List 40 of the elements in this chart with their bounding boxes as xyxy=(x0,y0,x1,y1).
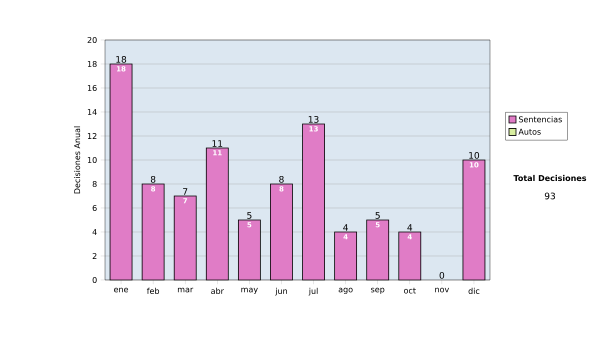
y-tick-label: 8 xyxy=(92,180,97,188)
total-label: 4 xyxy=(343,224,348,231)
x-tick-label: may xyxy=(241,288,258,294)
total-label: 0 xyxy=(440,272,444,279)
total-label: 5 xyxy=(247,212,252,219)
y-tick-label: 18 xyxy=(88,60,97,68)
y-tick-label: 4 xyxy=(92,229,97,235)
y-tick-label: 10 xyxy=(88,156,97,164)
y-tick-label: 14 xyxy=(88,109,97,115)
y-tick-label: 20 xyxy=(88,36,97,44)
text: 93 xyxy=(544,192,555,200)
total-label: 4 xyxy=(407,224,412,231)
x-tick-label: dic xyxy=(468,288,480,294)
legend-label: Autos xyxy=(518,128,541,135)
y-tick-label: 16 xyxy=(88,84,97,92)
y-axis-title: Decisiones Anual xyxy=(74,126,80,194)
x-tick-label: oct xyxy=(404,288,416,294)
y-tick-label: 0 xyxy=(92,276,97,284)
total-label: 13 xyxy=(308,116,319,123)
y-tick-label: 6 xyxy=(92,204,97,212)
total-label: 10 xyxy=(469,152,480,159)
x-tick-label: mar xyxy=(178,288,194,292)
x-tick-label: sep xyxy=(371,288,384,294)
total-label: 7 xyxy=(183,188,188,195)
y-tick-label: 12 xyxy=(88,133,96,139)
x-tick-label: jul xyxy=(308,288,318,296)
total-label: 5 xyxy=(376,212,380,219)
total-label: 18 xyxy=(116,56,126,63)
x-tick-label: feb xyxy=(146,288,160,294)
x-tick-label: nov xyxy=(435,288,449,292)
x-tick-label: ene xyxy=(114,288,128,292)
x-tick-label: abr xyxy=(211,288,224,294)
total-label: 8 xyxy=(279,176,284,183)
y-tick-label: 2 xyxy=(92,253,96,259)
total-label: 11 xyxy=(212,140,222,147)
total-label: 8 xyxy=(150,176,156,183)
x-tick-label: jun xyxy=(275,288,287,296)
legend-label: Sentencias xyxy=(518,116,562,122)
text: Total Decisiones xyxy=(513,174,586,182)
x-tick-label: ago xyxy=(338,288,353,294)
